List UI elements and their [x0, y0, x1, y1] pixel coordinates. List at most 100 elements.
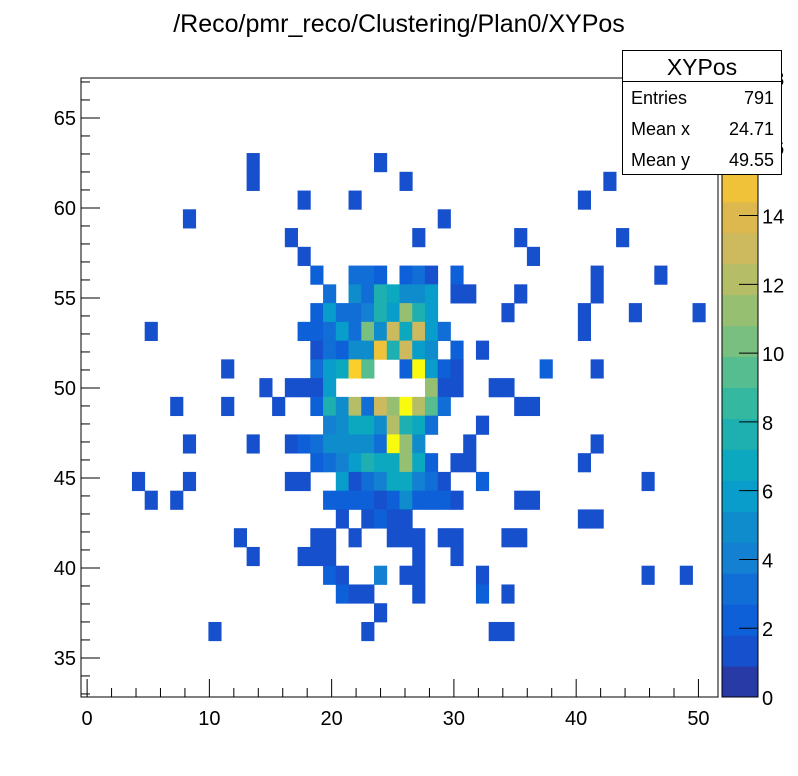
heatmap-cell	[475, 340, 490, 360]
heatmap-cell	[577, 321, 591, 342]
palette-band	[722, 263, 758, 296]
heatmap-cell	[679, 565, 693, 585]
heatmap-cell	[361, 265, 375, 285]
heatmap-cell	[424, 396, 439, 417]
heatmap-cell	[399, 284, 413, 304]
heatmap-cell	[374, 396, 388, 417]
heatmap-cell	[412, 565, 426, 585]
heatmap-cell	[386, 471, 400, 492]
y-tick-label: 35	[54, 648, 76, 670]
heatmap-cell	[335, 471, 349, 492]
heatmap-cell	[335, 415, 349, 435]
heatmap-cell	[348, 321, 362, 342]
heatmap-cell	[374, 453, 388, 473]
x-tick-label: 10	[198, 708, 220, 730]
heatmap-cell	[526, 246, 541, 266]
heatmap-cell	[361, 471, 375, 492]
palette-band	[722, 666, 758, 698]
heatmap-cell	[412, 415, 426, 435]
heatmap-cell	[450, 265, 464, 285]
heatmap-cell	[284, 434, 298, 454]
z-tick-label: 10	[762, 344, 784, 366]
heatmap-cell	[450, 359, 464, 379]
heatmap-cell	[284, 228, 298, 248]
heatmap-cell	[323, 490, 337, 510]
heatmap-cell	[450, 340, 464, 360]
heatmap-cell	[323, 378, 337, 398]
heatmap-cell	[590, 284, 604, 304]
heatmap-cell	[335, 396, 349, 417]
heatmap-cell	[488, 378, 502, 398]
heatmap-cell	[590, 265, 604, 285]
heatmap-cell	[361, 434, 375, 454]
heatmap-cell	[654, 265, 668, 285]
heatmap-cell	[399, 265, 413, 285]
heatmap-cell	[386, 303, 400, 323]
heatmap-cell	[335, 434, 349, 454]
stats-value: 49.55	[728, 150, 774, 170]
heatmap-cell	[424, 453, 439, 473]
heatmap-cell	[208, 621, 222, 642]
heatmap-cell	[272, 396, 286, 417]
heatmap-cell	[501, 584, 515, 604]
heatmap-cell	[361, 284, 375, 304]
heatmap-cell	[170, 490, 184, 510]
heatmap-cell	[348, 265, 362, 285]
x-tick-label: 20	[321, 708, 343, 730]
heatmap-cell	[399, 565, 413, 585]
heatmap-cell	[348, 340, 362, 360]
heatmap-cell	[514, 396, 528, 417]
heatmap-cell	[424, 378, 439, 398]
heatmap-cell	[221, 396, 235, 417]
stats-label: Entries	[631, 88, 688, 108]
stats-name: XYPos	[623, 51, 781, 82]
heatmap-cell	[348, 471, 362, 492]
heatmap-cell	[374, 321, 388, 342]
heatmap-cell	[310, 303, 324, 323]
heatmap-cell	[501, 621, 515, 642]
heatmap-cell	[348, 415, 362, 435]
palette-band	[722, 573, 758, 605]
heatmap-cell	[412, 303, 426, 323]
heatmap-cell	[424, 321, 439, 342]
heatmap-cell	[590, 434, 604, 454]
heatmap-cell	[450, 546, 464, 567]
heatmap-cell	[399, 340, 413, 360]
heatmap-cell	[526, 490, 541, 510]
heatmap-cell	[424, 415, 439, 435]
stats-row-mean-y: Mean y 49.55	[623, 144, 781, 175]
heatmap-cell	[323, 284, 337, 304]
heatmap-cell	[374, 434, 388, 454]
heatmap-cell	[310, 378, 324, 398]
heatmap-cell	[475, 471, 490, 492]
heatmap-cell	[437, 471, 451, 492]
heatmap-cell	[399, 321, 413, 342]
y-tick-label: 50	[54, 378, 76, 400]
heatmap-cell	[488, 621, 502, 642]
heatmap-cell	[144, 321, 158, 342]
heatmap-cell	[424, 265, 439, 285]
heatmap-cell	[475, 565, 490, 585]
heatmap-cell	[412, 265, 426, 285]
heatmap-cell	[399, 303, 413, 323]
heatmap-cell	[475, 584, 490, 604]
heatmap-cell	[374, 509, 388, 529]
heatmap-cell	[412, 490, 426, 510]
x-tick-label: 40	[565, 708, 587, 730]
heatmap-cell	[182, 471, 197, 492]
palette-band	[722, 542, 758, 574]
palette-band	[722, 449, 758, 481]
y-tick-label: 45	[54, 468, 76, 490]
heatmap-cell	[361, 621, 375, 642]
heatmap-cell	[246, 171, 260, 191]
heatmap-cell	[412, 471, 426, 492]
heatmap-cell	[577, 303, 591, 323]
heatmap-cell	[374, 340, 388, 360]
heatmap-cell	[450, 528, 464, 548]
heatmap-cell	[374, 415, 388, 435]
heatmap-cell	[246, 153, 260, 173]
heatmap-cell	[310, 359, 324, 379]
heatmap-cell	[310, 434, 324, 454]
heatmap-cell	[374, 284, 388, 304]
heatmap-cell	[437, 321, 451, 342]
